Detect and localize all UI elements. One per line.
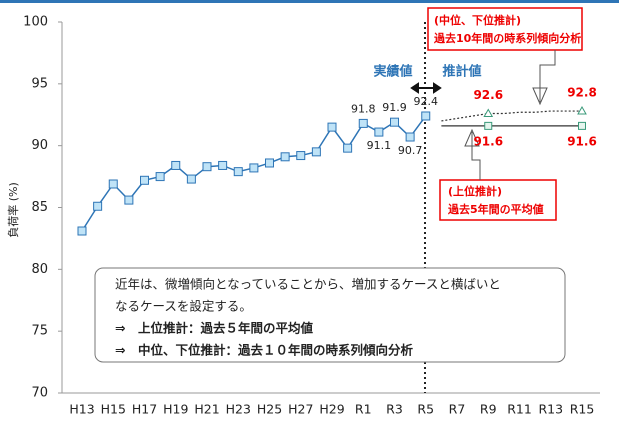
note-text: ⇒ 中位、下位推計：過去１０年間の時系列傾向分析 bbox=[115, 343, 413, 358]
x-tick-label: H17 bbox=[132, 402, 157, 417]
x-tick-label: H29 bbox=[319, 402, 344, 417]
data-label: 91.9 bbox=[382, 101, 407, 114]
marker bbox=[108, 179, 118, 189]
marker bbox=[155, 172, 165, 182]
marker bbox=[265, 158, 274, 168]
y-tick-label: 70 bbox=[31, 386, 48, 401]
x-tick-label: H21 bbox=[194, 402, 219, 417]
x-tick-label: R13 bbox=[538, 402, 563, 417]
marker bbox=[577, 106, 587, 115]
x-tick-label: H13 bbox=[69, 402, 94, 417]
x-tick-label: R15 bbox=[570, 402, 595, 417]
x-tick-label: H25 bbox=[257, 402, 282, 417]
box-text: 過去5年間の平均値 bbox=[447, 202, 544, 216]
upper-box bbox=[439, 179, 557, 221]
y-tick-label: 100 bbox=[23, 15, 48, 30]
marker bbox=[93, 201, 103, 211]
y-tick-label: 85 bbox=[31, 200, 48, 215]
marker bbox=[483, 108, 494, 118]
mid-box bbox=[427, 7, 583, 51]
y-tick-label: 90 bbox=[31, 138, 48, 153]
marker bbox=[327, 122, 337, 132]
x-tick-label: R1 bbox=[355, 402, 372, 417]
marker bbox=[77, 226, 87, 236]
x-tick-label: R5 bbox=[417, 402, 434, 417]
marker bbox=[484, 121, 493, 130]
x-tick-label: R7 bbox=[449, 402, 466, 417]
marker bbox=[124, 195, 134, 205]
marker bbox=[343, 143, 353, 153]
data-label: 91.6 bbox=[567, 134, 597, 148]
x-tick-label: R11 bbox=[507, 402, 532, 417]
x-tick-label: H19 bbox=[163, 402, 188, 417]
marker bbox=[218, 160, 228, 170]
data-label: 92.8 bbox=[567, 86, 597, 100]
x-tick-label: R3 bbox=[386, 402, 403, 417]
box-text: (上位推計) bbox=[448, 184, 502, 198]
data-label: 92.6 bbox=[473, 88, 503, 102]
x-tick-label: H23 bbox=[226, 402, 251, 417]
marker bbox=[280, 152, 290, 162]
x-tick-label: H27 bbox=[288, 402, 313, 417]
forecast-label: 推計値 bbox=[442, 64, 481, 80]
marker bbox=[186, 174, 196, 184]
series-line bbox=[81, 115, 427, 232]
data-label: 91.6 bbox=[473, 134, 503, 148]
marker bbox=[390, 117, 399, 127]
x-tick-label: R9 bbox=[480, 402, 497, 417]
data-label: 91.1 bbox=[367, 139, 392, 152]
marker bbox=[405, 132, 415, 142]
marker bbox=[421, 111, 431, 121]
box-text: 過去10年間の時系列傾向分析 bbox=[433, 31, 581, 45]
marker bbox=[296, 151, 306, 161]
y-tick-label: 95 bbox=[31, 76, 48, 91]
marker bbox=[202, 162, 212, 172]
note-text: ⇒ 上位推計：過去５年間の平均値 bbox=[115, 321, 313, 336]
marker bbox=[358, 118, 368, 128]
y-tick-label: 75 bbox=[31, 324, 48, 339]
arrow bbox=[410, 82, 442, 94]
marker bbox=[311, 147, 321, 157]
x-tick-label: H15 bbox=[101, 402, 126, 417]
connector bbox=[532, 50, 556, 106]
data-label: 90.7 bbox=[398, 144, 423, 157]
data-label: 92.4 bbox=[414, 95, 439, 108]
y-axis-label: 負荷率 (%) bbox=[6, 182, 20, 238]
marker bbox=[171, 160, 181, 170]
series-line bbox=[441, 110, 582, 122]
note-box bbox=[94, 267, 566, 363]
y-tick-label: 80 bbox=[31, 262, 48, 277]
marker bbox=[374, 127, 384, 137]
top-band bbox=[0, 0, 619, 3]
marker bbox=[140, 175, 149, 185]
marker bbox=[233, 167, 243, 177]
connector bbox=[464, 128, 481, 180]
actual-label: 実績値 bbox=[373, 64, 412, 80]
note-text: 近年は、微増傾向となっていることから、増加するケースと横ばいと bbox=[115, 277, 501, 292]
box-text: (中位、下位推計) bbox=[434, 13, 521, 27]
data-label: 91.8 bbox=[351, 102, 376, 115]
note-text: なるケースを設定する。 bbox=[115, 299, 252, 314]
marker bbox=[578, 121, 586, 130]
marker bbox=[249, 163, 259, 173]
